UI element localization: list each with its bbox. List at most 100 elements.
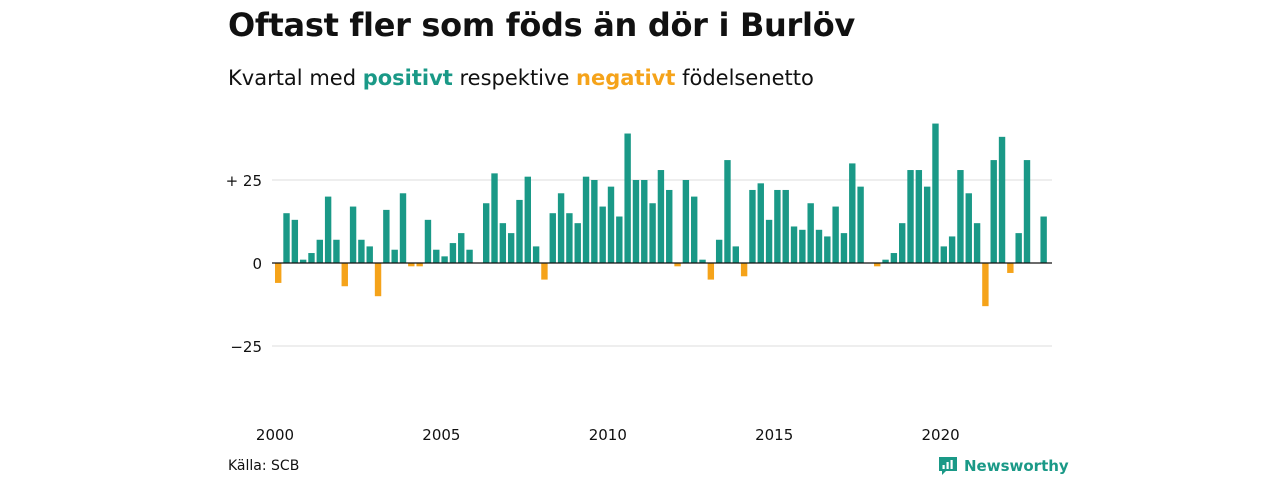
bar-positive	[582, 176, 590, 263]
bar-positive	[757, 183, 764, 263]
subtitle-middle: respektive	[452, 66, 577, 90]
bar-positive	[308, 253, 315, 263]
bar-positive	[948, 236, 956, 263]
bar-negative	[275, 263, 282, 283]
bar-positive	[724, 160, 731, 263]
brand-name: Newsworthy	[964, 457, 1069, 475]
bar-positive	[965, 193, 972, 263]
subtitle-negative-word: negativt	[576, 66, 676, 90]
bar-positive	[532, 246, 540, 263]
bar-positive	[815, 229, 823, 263]
x-tick-label: 2005	[422, 426, 460, 444]
bar-positive	[358, 239, 365, 263]
bar-positive	[1023, 160, 1031, 263]
y-axis-labels: + 25 0 −25	[226, 172, 262, 356]
bar-positive	[807, 203, 814, 263]
bar-positive	[632, 180, 640, 263]
bar-positive	[566, 213, 573, 263]
bar-negative	[408, 263, 415, 267]
bar-positive	[824, 236, 831, 263]
bar-positive	[1040, 216, 1047, 263]
bar-positive	[599, 206, 606, 263]
x-tick-label: 2020	[922, 426, 960, 444]
bar-positive	[324, 196, 332, 263]
bar-negative	[341, 263, 348, 287]
bar-negative	[740, 263, 748, 277]
bar-positive	[507, 233, 515, 263]
bar-positive	[483, 203, 490, 263]
bar-negative	[674, 263, 681, 267]
subtitle-positive-word: positivt	[362, 66, 453, 90]
bar-positive	[998, 136, 1006, 263]
bar-negative	[374, 263, 382, 297]
bar-positive	[957, 170, 964, 263]
y-tick-label: 0	[252, 255, 262, 273]
bar-positive	[549, 213, 556, 263]
bar-positive	[832, 206, 839, 263]
bar-positive	[449, 243, 457, 263]
bar-positive	[424, 219, 432, 263]
bar-positive	[849, 163, 856, 263]
bar-negative	[874, 263, 881, 267]
x-tick-label: 2010	[589, 426, 627, 444]
newsworthy-logo-icon	[939, 457, 957, 475]
x-tick-label: 2000	[256, 426, 294, 444]
bar-positive	[383, 209, 390, 263]
bar-negative	[416, 263, 423, 267]
bar-positive	[940, 246, 947, 263]
bar-positive	[749, 189, 756, 263]
bar-positive	[491, 173, 498, 263]
bar-positive	[782, 189, 789, 263]
bar-positive	[657, 170, 665, 263]
bar-positive	[574, 223, 581, 263]
bar-positive	[682, 180, 690, 263]
bar-positive	[857, 186, 864, 263]
source-note: Källa: SCB	[228, 458, 300, 474]
bar-positive	[765, 219, 773, 263]
bar-positive	[699, 259, 706, 263]
bar-positive	[649, 203, 656, 263]
bar-positive	[333, 239, 340, 263]
bar-positive	[882, 259, 889, 263]
bar-positive	[433, 249, 440, 263]
bars	[275, 123, 1047, 307]
bar-positive	[641, 180, 648, 263]
bar-positive	[774, 189, 781, 263]
bar-positive	[1015, 233, 1022, 263]
brand-logo: Newsworthy	[938, 456, 1069, 476]
bar-positive	[932, 123, 939, 263]
bar-positive	[366, 246, 373, 263]
bar-positive	[299, 259, 307, 263]
bar-positive	[899, 223, 906, 263]
bar-positive	[441, 256, 448, 263]
bar-positive	[790, 226, 798, 263]
x-axis-labels: 2000 2005 2010 2015 2020	[256, 426, 960, 444]
bar-positive	[715, 239, 723, 263]
bar-positive	[283, 213, 290, 263]
bar-positive	[607, 186, 615, 263]
bar-positive	[499, 223, 507, 263]
bar-positive	[990, 160, 997, 263]
chart-subtitle: Kvartal med positivt respektive negativt…	[228, 66, 814, 90]
bar-positive	[907, 170, 914, 263]
bar-positive	[616, 216, 623, 263]
chart-title: Oftast fler som föds än dör i Burlöv	[228, 6, 855, 44]
subtitle-prefix: Kvartal med	[228, 66, 363, 90]
bar-positive	[516, 199, 523, 263]
bar-positive	[399, 193, 407, 263]
bar-positive	[391, 249, 398, 263]
bar-negative	[707, 263, 715, 280]
bar-positive	[524, 176, 531, 263]
bar-positive	[557, 193, 565, 263]
bar-positive	[458, 233, 465, 263]
bar-positive	[973, 223, 981, 263]
y-tick-label: −25	[230, 338, 262, 356]
x-tick-label: 2015	[755, 426, 793, 444]
bar-positive	[666, 189, 673, 263]
bar-negative	[541, 263, 548, 280]
bar-negative	[1007, 263, 1014, 273]
bar-positive	[291, 219, 299, 263]
y-tick-label: + 25	[226, 172, 262, 190]
bar-positive	[466, 249, 473, 263]
